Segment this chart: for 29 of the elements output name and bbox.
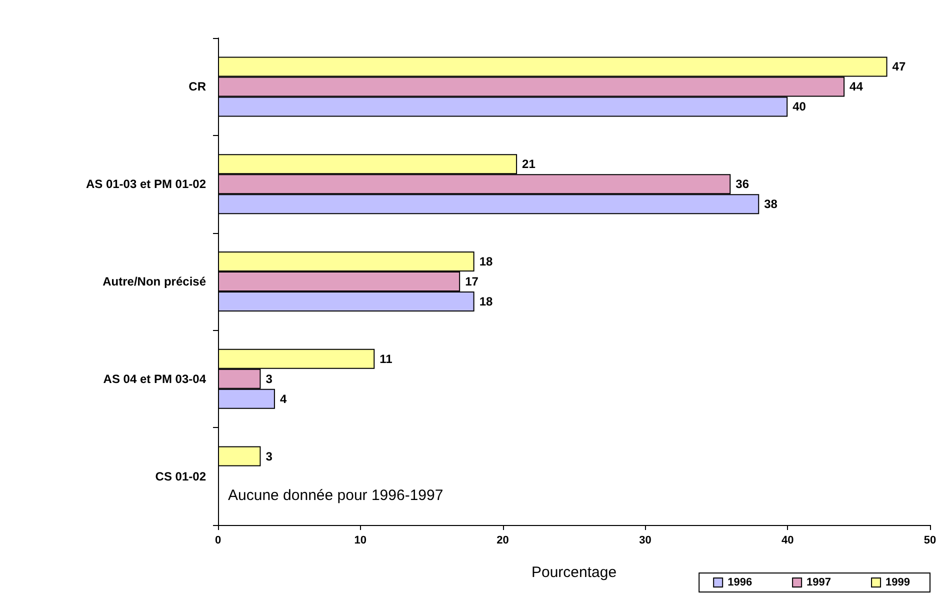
data-label: 18: [479, 294, 493, 308]
legend-label: 1999: [886, 576, 910, 588]
y-tick-label: Autre/Non précisé: [102, 274, 206, 288]
data-label: 11: [380, 352, 393, 366]
x-tick-label: 10: [354, 534, 367, 546]
data-label: 38: [764, 197, 778, 212]
y-tick-label: AS 01-03 et PM 01-02: [86, 177, 206, 192]
data-label: 18: [479, 254, 493, 268]
x-tick-label: 40: [781, 534, 794, 546]
data-label: 3: [266, 449, 273, 464]
data-label: 44: [850, 80, 864, 94]
data-label: 47: [892, 60, 906, 74]
data-label: 40: [792, 100, 806, 114]
y-tick-label: CR: [188, 80, 206, 94]
legend-label: 1996: [728, 576, 752, 588]
data-label: 36: [736, 177, 750, 192]
y-tick-label: AS 04 et PM 03-04: [103, 372, 206, 386]
x-tick-label: 30: [639, 534, 652, 546]
data-label: 17: [465, 274, 479, 288]
data-label: 21: [522, 157, 536, 172]
legend-label: 1997: [806, 576, 832, 588]
x-tick-label: 50: [924, 534, 936, 546]
x-tick-label: 0: [214, 534, 222, 546]
annotation: Aucune donnée pour 1996-1997: [228, 487, 444, 504]
x-tick-label: 20: [496, 534, 509, 546]
x-axis-title: Pourcentage: [531, 564, 617, 581]
y-tick-label: CS 01-02: [155, 469, 206, 484]
data-label: 4: [280, 392, 287, 406]
data-label: 3: [266, 372, 273, 386]
